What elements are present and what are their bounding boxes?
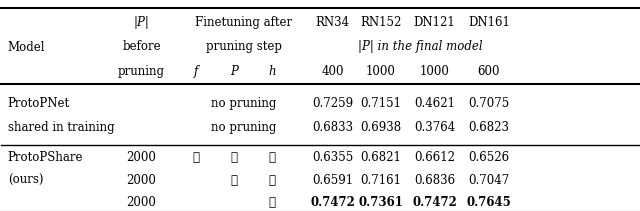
Text: |P|: |P| bbox=[134, 16, 150, 29]
Text: pruning: pruning bbox=[118, 65, 165, 78]
Text: 1000: 1000 bbox=[420, 65, 450, 78]
Text: 0.7472: 0.7472 bbox=[412, 196, 457, 209]
Text: shared in training: shared in training bbox=[8, 122, 115, 134]
Text: 1000: 1000 bbox=[365, 65, 396, 78]
Text: 0.7645: 0.7645 bbox=[467, 196, 511, 209]
Text: f: f bbox=[193, 65, 198, 78]
Text: 0.7259: 0.7259 bbox=[312, 97, 353, 110]
Text: no pruning: no pruning bbox=[211, 97, 276, 110]
Text: 0.6526: 0.6526 bbox=[468, 151, 509, 164]
Text: RN152: RN152 bbox=[360, 16, 401, 29]
Text: ✓: ✓ bbox=[192, 151, 199, 164]
Text: RN34: RN34 bbox=[316, 16, 350, 29]
Text: ✓: ✓ bbox=[230, 173, 237, 187]
Text: 0.3764: 0.3764 bbox=[414, 122, 455, 134]
Text: ✓: ✓ bbox=[269, 151, 276, 164]
Text: 0.6833: 0.6833 bbox=[312, 122, 353, 134]
Text: 0.7361: 0.7361 bbox=[358, 196, 403, 209]
Text: 0.6938: 0.6938 bbox=[360, 122, 401, 134]
Text: 0.6591: 0.6591 bbox=[312, 173, 353, 187]
Text: ✓: ✓ bbox=[269, 196, 276, 209]
Text: 2000: 2000 bbox=[127, 173, 157, 187]
Text: 0.7161: 0.7161 bbox=[360, 173, 401, 187]
Text: 0.7151: 0.7151 bbox=[360, 97, 401, 110]
Text: ProtoPNet: ProtoPNet bbox=[8, 97, 70, 110]
Text: 0.6355: 0.6355 bbox=[312, 151, 353, 164]
Text: before: before bbox=[122, 40, 161, 53]
Text: |P| in the final model: |P| in the final model bbox=[358, 40, 483, 53]
Text: Model: Model bbox=[8, 41, 45, 54]
Text: 0.6836: 0.6836 bbox=[414, 173, 455, 187]
Text: ProtoPShare: ProtoPShare bbox=[8, 151, 83, 164]
Text: (ours): (ours) bbox=[8, 173, 44, 187]
Text: ✓: ✓ bbox=[230, 151, 237, 164]
Text: 600: 600 bbox=[477, 65, 500, 78]
Text: 2000: 2000 bbox=[127, 151, 157, 164]
Text: 0.6823: 0.6823 bbox=[468, 122, 509, 134]
Text: 0.7472: 0.7472 bbox=[310, 196, 355, 209]
Text: pruning step: pruning step bbox=[205, 40, 282, 53]
Text: 0.4621: 0.4621 bbox=[414, 97, 455, 110]
Text: 0.6612: 0.6612 bbox=[414, 151, 455, 164]
Text: Finetuning after: Finetuning after bbox=[195, 16, 292, 29]
Text: 0.7075: 0.7075 bbox=[468, 97, 509, 110]
Text: 400: 400 bbox=[321, 65, 344, 78]
Text: 0.7047: 0.7047 bbox=[468, 173, 509, 187]
Text: DN161: DN161 bbox=[468, 16, 510, 29]
Text: DN121: DN121 bbox=[414, 16, 456, 29]
Text: ✓: ✓ bbox=[269, 173, 276, 187]
Text: 2000: 2000 bbox=[127, 196, 157, 209]
Text: no pruning: no pruning bbox=[211, 122, 276, 134]
Text: P: P bbox=[230, 65, 238, 78]
Text: h: h bbox=[268, 65, 276, 78]
Text: 0.6821: 0.6821 bbox=[360, 151, 401, 164]
